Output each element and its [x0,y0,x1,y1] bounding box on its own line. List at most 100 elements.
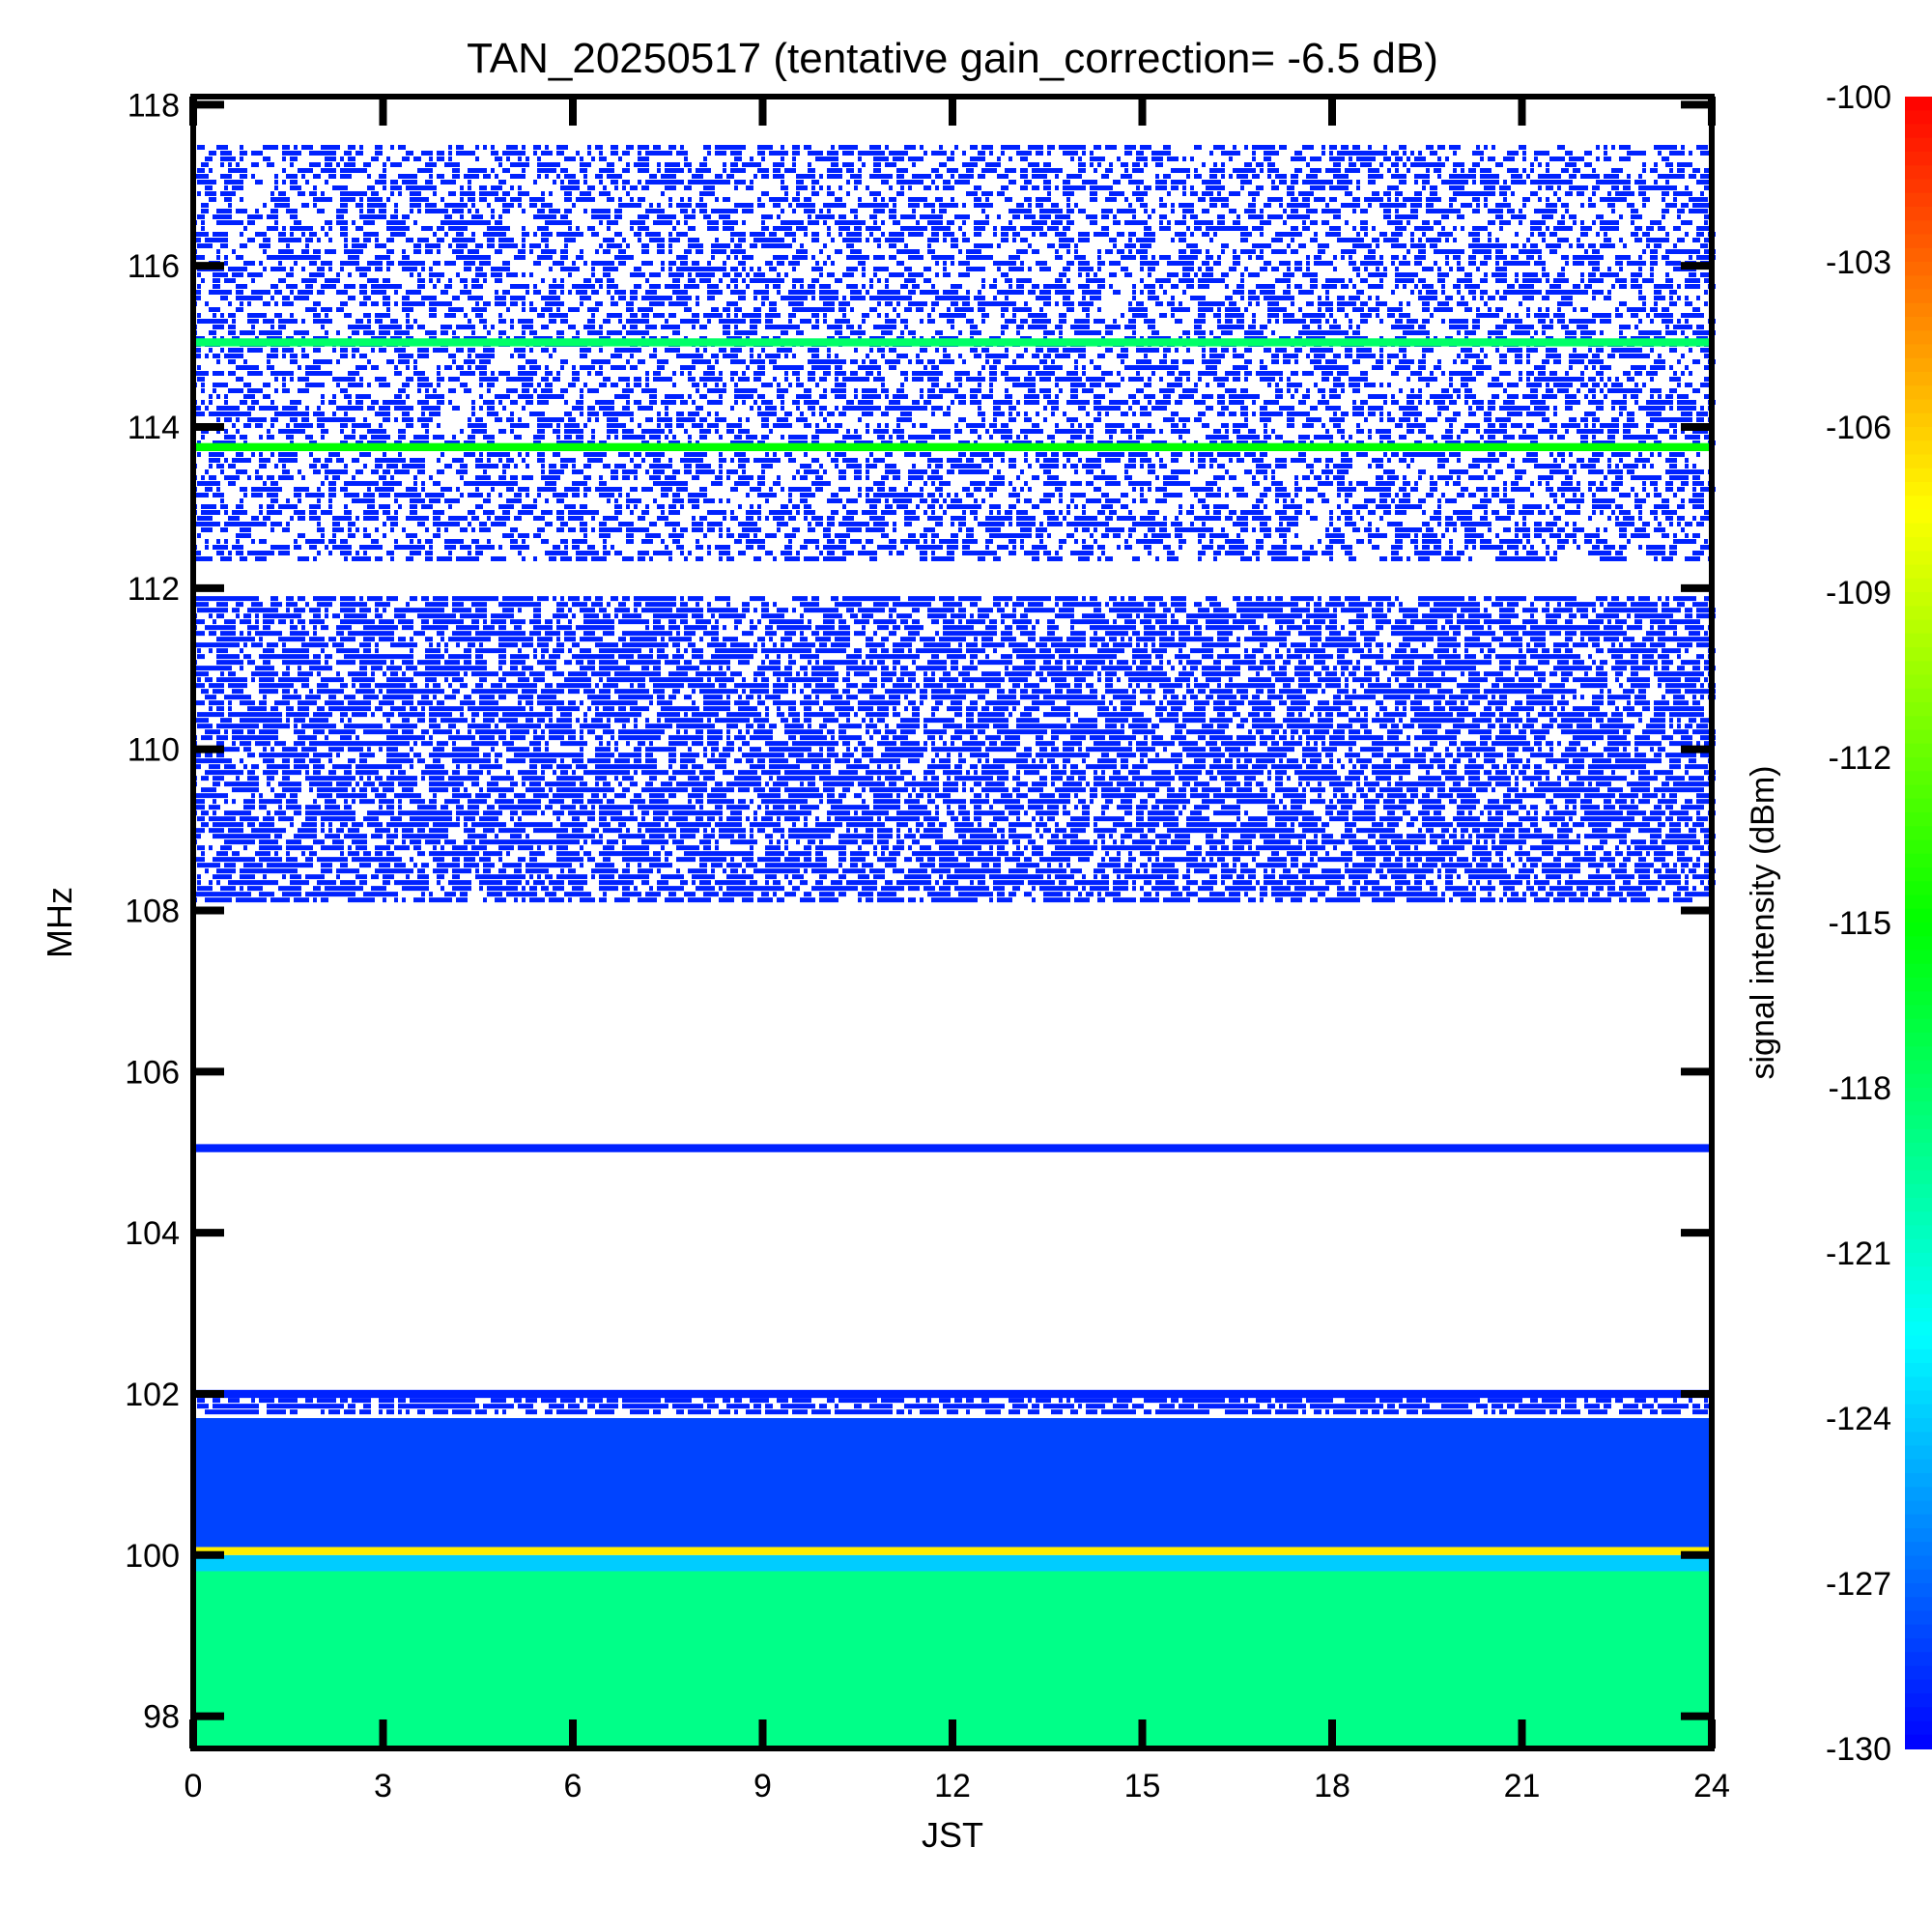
heatmap-band-texture [197,313,1704,319]
y-tick-label: 114 [128,410,180,446]
x-tick-label: 15 [1124,1768,1161,1804]
x-axis-label: JST [922,1815,983,1855]
colorbar-segment [1905,1170,1932,1185]
heatmap-band [193,1418,1712,1548]
colorbar-segment [1905,1266,1932,1282]
colorbar-segment [1905,1693,1932,1709]
heatmap-band-texture [193,510,1712,516]
heatmap-band-texture [197,712,1704,718]
heatmap-band-texture [193,602,1708,608]
x-tick-label: 9 [753,1768,772,1804]
heatmap-band-texture [193,671,1712,677]
colorbar-segment [1905,1363,1932,1378]
heatmap-band-texture [197,533,1700,539]
heatmap-band-texture [193,897,1692,903]
heatmap-band-texture [193,660,1712,666]
heatmap-band-texture [193,551,1704,556]
colorbar-tick-label: -103 [1826,244,1891,281]
heatmap-band-texture [197,724,1708,729]
colorbar-tick-label: -100 [1826,79,1891,116]
heatmap-band-texture [201,435,1712,440]
heatmap-band-fill [193,1554,1712,1572]
heatmap-band-texture [205,747,1708,753]
heatmap-band-texture [216,417,1712,423]
heatmap-band-texture [201,388,1700,394]
heatmap-band [193,1571,1712,1748]
colorbar-segment [1905,1280,1932,1295]
chart-title: TAN_20250517 (tentative gain_correction=… [467,35,1438,82]
heatmap-band-texture [193,330,1716,336]
heatmap-band-texture [197,608,1716,613]
colorbar-segment [1905,895,1932,910]
colorbar-segment [1905,1514,1932,1529]
colorbar-segment [1905,427,1932,442]
heatmap-band-texture [209,706,1704,712]
heatmap-band-texture [205,1409,1708,1415]
colorbar-segment [1905,1638,1932,1654]
heatmap-band-texture [193,220,1708,226]
heatmap-band-texture [197,654,1712,660]
colorbar-segment [1905,1418,1932,1434]
heatmap-band-texture [205,156,1669,162]
colorbar-segment [1905,826,1932,841]
colorbar-segment [1905,729,1932,745]
colorbar-segment [1905,344,1932,359]
colorbar-segment [1905,853,1932,868]
heatmap-band-texture [193,290,1708,296]
colorbar-segment [1905,950,1932,965]
heatmap-band-texture [193,400,1716,406]
heatmap-band-texture [201,226,1712,232]
heatmap-band-texture [193,810,1716,816]
colorbar-segment [1905,1101,1932,1117]
heatmap-band-texture [201,278,1712,284]
heatmap-band-texture [201,822,1704,828]
heatmap-band-texture [197,365,1712,371]
colorbar-segment [1905,1404,1932,1419]
heatmap-band-texture [193,232,1716,238]
heatmap-band-texture [193,383,1712,388]
heatmap-band-texture [193,700,1700,706]
colorbar-segment [1905,1610,1932,1626]
heatmap-band-texture [205,469,1712,475]
heatmap-band-texture [201,162,1692,168]
x-axis: 0 3 6 9 12 15 18 21 24 [185,97,1730,1804]
heatmap-band-texture [193,828,1712,834]
colorbar-segment [1905,399,1932,414]
colorbar-segment [1905,564,1932,580]
heatmap-band-texture [193,805,1704,810]
colorbar-segment [1905,1679,1932,1694]
heatmap-band-texture [193,596,1712,602]
colorbar-segment [1905,537,1932,553]
colorbar-segment [1905,1198,1932,1213]
heatmap-band-texture [193,799,1716,805]
colorbar-segment [1905,1487,1932,1502]
y-axis: 98 100 102 104 106 108 110 112 114 116 118 [125,87,1712,1736]
heatmap-band-texture [209,394,1712,400]
colorbar-segment [1905,881,1932,896]
colorbar-segment [1905,302,1932,318]
colorbar-segment [1905,757,1932,773]
colorbar-segment [1905,357,1932,373]
colorbar-segment [1905,275,1932,291]
heatmap-band-texture [193,776,1716,781]
heatmap-band-texture [193,504,1704,510]
colorbar-segment [1905,1060,1932,1075]
x-tick-label: 24 [1693,1768,1730,1804]
heatmap-band-texture [193,487,1716,493]
colorbar-segment [1905,716,1932,731]
heatmap-band-texture [193,371,1692,377]
colorbar-segment [1905,661,1932,676]
heatmap-band-texture [197,377,1712,383]
heatmap-band-texture [205,695,1716,700]
colorbar-segment [1905,110,1932,126]
colorbar-segment [1905,1390,1932,1406]
colorbar-segment [1905,1143,1932,1158]
heatmap-band-texture [205,539,1708,545]
heatmap-band-texture [193,625,1712,631]
heatmap-band-texture [193,238,1712,243]
heatmap-band-texture [193,764,1708,770]
y-tick-label: 104 [125,1215,180,1252]
colorbar-segment [1905,1211,1932,1227]
heatmap-band-texture [205,185,1712,191]
colorbar-segment [1905,1073,1932,1089]
